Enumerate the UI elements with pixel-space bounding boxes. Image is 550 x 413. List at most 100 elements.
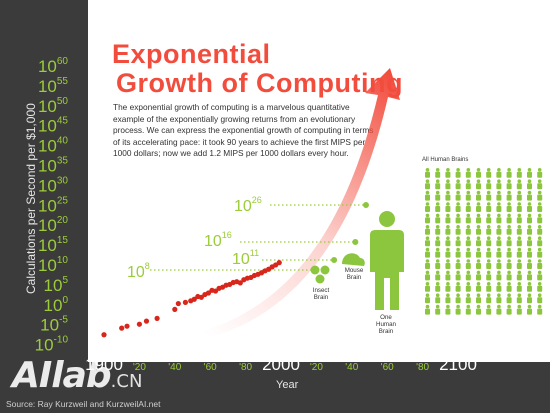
crowd-body: [537, 285, 543, 292]
human-figure-icon: [370, 211, 404, 310]
crowd-body: [476, 194, 481, 201]
crowd-figure: [445, 293, 451, 304]
crowd-body: [537, 263, 543, 269]
crowd-head: [497, 213, 501, 218]
milestone-exponent: 16: [222, 230, 232, 240]
crowd-figure: [435, 293, 441, 304]
crowd-body: [455, 308, 461, 315]
x-tick-label: '20: [310, 362, 323, 373]
crowd-figure: [435, 270, 441, 281]
crowd-body: [435, 206, 441, 212]
crowd-head: [476, 202, 481, 206]
crowd-figure: [435, 304, 441, 315]
crowd-body: [425, 217, 430, 224]
crowd-body: [435, 194, 441, 201]
crowd-body: [435, 274, 441, 281]
crowd-figure: [516, 168, 522, 178]
crowd-figure: [516, 225, 522, 235]
crowd-figure: [425, 225, 430, 235]
crowd-figure: [455, 304, 461, 315]
crowd-body: [527, 263, 532, 269]
crowd-body: [465, 240, 471, 247]
crowd-figure: [476, 259, 481, 269]
crowd-head: [486, 293, 491, 298]
data-point: [212, 288, 219, 294]
crowd-body: [445, 263, 451, 269]
crowd-head: [466, 225, 471, 229]
crowd-body: [506, 251, 512, 258]
crowd-body: [516, 297, 522, 304]
crowd-body: [506, 194, 512, 201]
crowd-head: [446, 202, 450, 206]
crowd-head: [446, 247, 450, 252]
crowd-head: [497, 282, 501, 286]
crowd-body: [516, 171, 522, 178]
crowd-body: [516, 263, 522, 269]
crowd-body: [435, 228, 441, 235]
human-crowd-icon: [425, 168, 543, 315]
crowd-figure: [537, 202, 543, 212]
crowd-head: [527, 179, 532, 183]
crowd-head: [537, 304, 542, 309]
crowd-body: [537, 217, 543, 224]
crowd-head: [517, 247, 522, 252]
crowd-body: [476, 228, 481, 235]
crowd-head: [527, 282, 532, 286]
crowd-body: [537, 240, 543, 247]
data-point: [175, 300, 181, 307]
crowd-figure: [486, 236, 492, 247]
milestone-label: 108: [127, 261, 150, 281]
crowd-figure: [445, 202, 451, 212]
crowd-head: [456, 282, 460, 286]
crowd-figure: [516, 190, 522, 201]
y-tick-label: 1015: [38, 235, 68, 255]
y-tick-label: 10-10: [35, 335, 69, 355]
page-title: Exponential Growth of Computing: [112, 40, 403, 98]
y-tick-exponent: 40: [57, 136, 69, 147]
data-point: [119, 325, 125, 331]
crowd-figure: [425, 236, 430, 247]
crowd-figure: [537, 225, 543, 235]
crowd-head: [517, 168, 522, 172]
crowd-body: [445, 274, 451, 281]
crowd-figure: [476, 304, 481, 315]
crowd-figure: [486, 247, 492, 258]
x-tick-label: '40: [345, 362, 358, 373]
milestone-exponent: 26: [252, 195, 262, 205]
crowd-figure: [537, 304, 543, 315]
crowd-head: [425, 168, 430, 172]
crowd-body: [435, 285, 441, 292]
crowd-figure: [455, 179, 461, 190]
crowd-figure: [496, 259, 502, 269]
crowd-head: [527, 247, 532, 252]
human-head: [379, 211, 395, 227]
crowd-head: [466, 270, 471, 275]
y-tick-exponent: 0: [62, 295, 68, 306]
growth-arrow: [175, 68, 400, 344]
crowd-figure: [506, 293, 512, 304]
crowd-head: [507, 190, 511, 195]
crowd-body: [465, 263, 471, 269]
crowd-figure: [465, 293, 471, 304]
crowd-figure: [435, 202, 441, 212]
crowd-figure: [537, 270, 543, 281]
crowd-body: [425, 171, 430, 178]
x-tick-label: '60: [381, 362, 394, 373]
crowd-body: [425, 194, 430, 201]
crowd-head: [446, 225, 450, 229]
crowd-body: [516, 183, 522, 190]
crowd-head: [466, 293, 471, 298]
crowd-figure: [537, 213, 543, 224]
crowd-body: [527, 194, 532, 201]
milestone-label: 1011: [232, 248, 259, 268]
crowd-head: [537, 168, 542, 172]
crowd-body: [445, 308, 451, 315]
crowd-body: [455, 263, 461, 269]
crowd-body: [455, 251, 461, 258]
y-tick-exponent: 15: [57, 235, 69, 246]
crowd-head: [466, 213, 471, 218]
crowd-head: [537, 225, 542, 229]
crowd-head: [435, 293, 440, 298]
y-tick-exponent: 30: [57, 175, 69, 186]
crowd-figure: [527, 202, 532, 212]
